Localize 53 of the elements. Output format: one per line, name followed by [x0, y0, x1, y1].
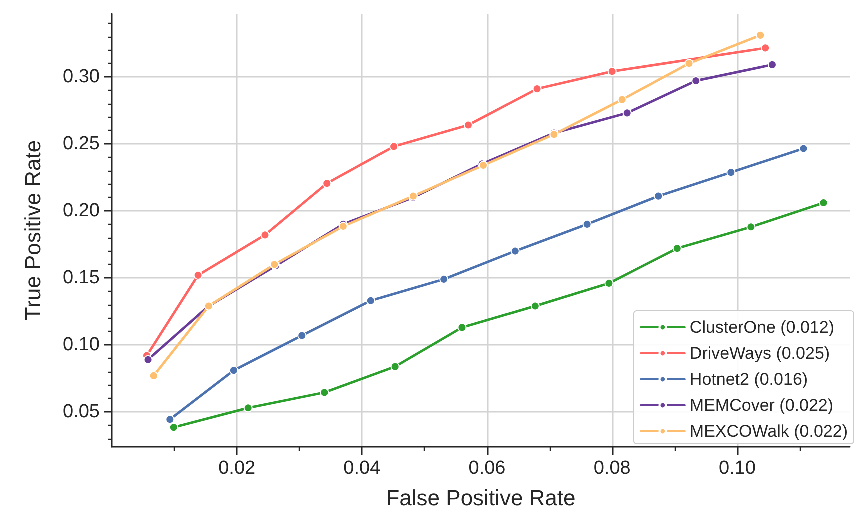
point — [144, 355, 153, 364]
point — [510, 246, 520, 256]
point — [390, 142, 399, 152]
legend-label: ClusterOne (0.012) — [690, 318, 835, 337]
point — [622, 108, 632, 118]
point — [756, 30, 766, 40]
x-tick-label: 0.02 — [218, 458, 256, 479]
y-tick-label: 0.05 — [63, 402, 100, 423]
point — [229, 366, 238, 376]
point — [149, 371, 158, 380]
point — [320, 388, 330, 398]
point — [530, 302, 540, 311]
point — [532, 84, 542, 94]
y-axis-title: True Positive Rate — [20, 140, 46, 321]
legend-label: MEXCOWalk (0.022) — [690, 422, 848, 441]
x-tick-label: 0.10 — [718, 458, 756, 479]
point — [761, 44, 770, 53]
point — [604, 278, 614, 288]
point — [440, 274, 449, 284]
legend-label: MEMCover (0.022) — [690, 396, 834, 415]
point — [618, 95, 627, 104]
point — [458, 323, 467, 332]
point — [582, 220, 592, 229]
x-tick-label: 0.04 — [344, 458, 382, 479]
point — [608, 67, 617, 76]
point — [684, 59, 694, 68]
y-tick-label: 0.10 — [63, 334, 100, 356]
point — [746, 222, 756, 232]
point — [244, 404, 253, 413]
point — [768, 60, 777, 70]
x-tick-label: 0.08 — [594, 458, 631, 479]
y-tick-label: 0.25 — [63, 134, 100, 155]
legend-label: Hotnet2 (0.016) — [690, 370, 808, 389]
point — [672, 244, 682, 254]
x-axis-title: False Positive Rate — [386, 486, 576, 510]
point — [464, 120, 473, 130]
legend-label: DriveWays (0.025) — [690, 344, 830, 363]
x-tick-label: 0.06 — [468, 458, 506, 479]
point — [194, 270, 203, 280]
point — [366, 296, 376, 306]
point — [166, 415, 175, 424]
point — [654, 192, 664, 201]
y-tick-label: 0.30 — [63, 66, 100, 88]
point — [692, 76, 701, 86]
point — [799, 144, 808, 154]
point — [322, 179, 332, 188]
point — [169, 423, 178, 432]
point — [298, 331, 307, 340]
point — [260, 230, 270, 240]
y-tick-label: 0.15 — [63, 268, 100, 289]
point — [726, 168, 736, 178]
y-tick-label: 0.20 — [63, 200, 100, 222]
point — [390, 362, 400, 372]
